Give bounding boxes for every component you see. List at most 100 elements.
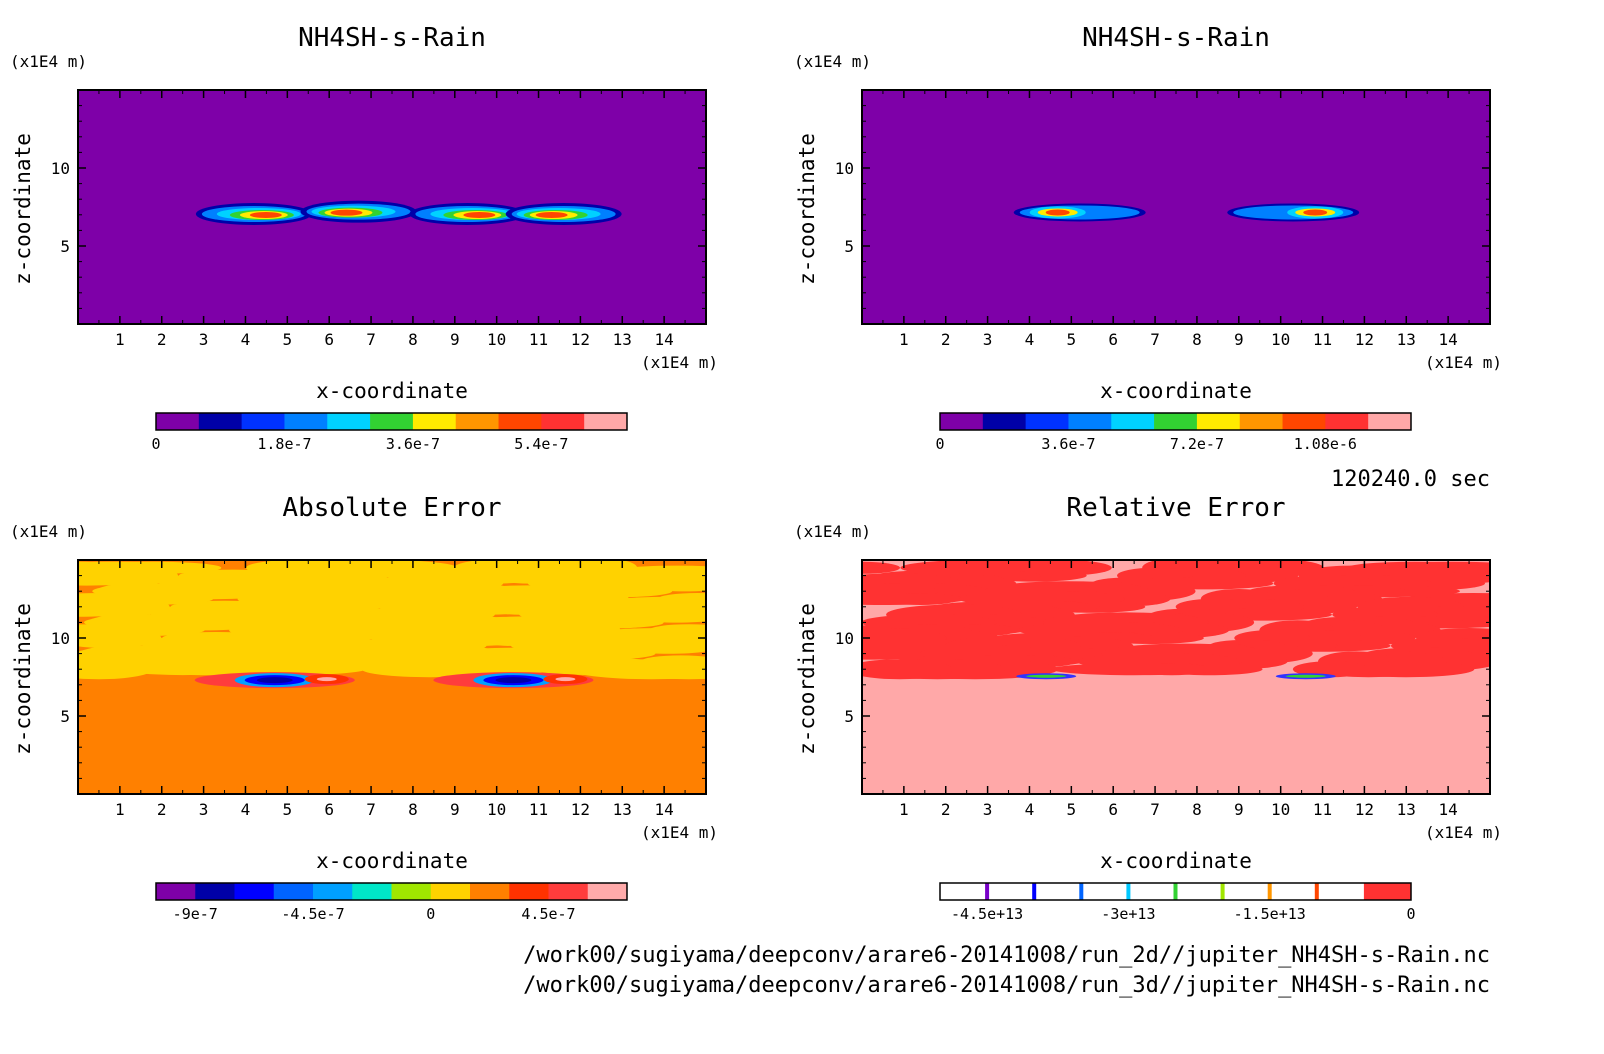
panel-title: NH4SH-s-Rain [1082,23,1270,53]
colorbar-swatch [1269,883,1318,900]
colorbar-tick-label: -4.5e+13 [951,905,1023,923]
x-unit-label: (x1E4 m) [641,353,718,372]
colorbar-swatch [352,883,392,900]
error-band [78,565,179,586]
rain-cell-core [249,212,282,219]
colorbar-tick-label: -9e-7 [173,905,218,923]
colorbar-swatch [940,883,988,900]
y-unit-label: (x1E4 m) [794,522,871,541]
rain-cell-core [1303,209,1328,216]
error-band [112,657,253,676]
colorbar-tick-label: 1.8e-7 [257,435,311,453]
colorbar-swatch [584,413,628,430]
colorbar-swatch [1368,413,1412,430]
x-tick-label: 4 [1025,800,1035,819]
colorbar: -9e-7 -4.5e-7 0 4.5e-7 [155,882,628,923]
colorbar-swatch [1196,413,1241,430]
x-tick-label: 14 [1439,800,1458,819]
colorbar-swatch [940,413,984,430]
y-unit-label: (x1E4 m) [794,52,871,71]
time-label: 120240.0 sec [1331,467,1490,492]
x-tick-label: 2 [157,800,167,819]
x-tick-label: 6 [1108,330,1118,349]
colorbar-swatch [156,883,196,900]
field-background [862,90,1490,324]
colorbar-swatch [1111,413,1155,430]
y-tick-label: 10 [51,159,70,178]
rain-cell-core [535,212,568,219]
y-tick-label: 10 [835,629,854,648]
chart-panel-1: NH4SH-s-Rain(x1E4 m)(x1E4 m)1 2 3 4 5 6 7 8 9 10 1… [10,23,718,453]
error-band [862,593,966,605]
y-axis: 5 10 [835,89,1490,325]
plot-area [78,90,706,324]
x-tick-label: 10 [487,800,506,819]
y-tick-label: 10 [51,629,70,648]
x-tick-label: 12 [571,800,590,819]
x-axis: 1 2 3 4 5 6 7 8 9 10 11 12 13 14 [861,560,1491,819]
colorbar-tick-label: -4.5e-7 [281,905,344,923]
x-tick-label: 12 [571,330,590,349]
rain-cell-core [330,209,363,216]
x-tick-label: 1 [115,800,125,819]
chart-panel-4: Relative Error(x1E4 m)(x1E4 m)1 2 3 4 5 6 7 8 9 1… [794,493,1502,923]
error-band [1051,663,1218,676]
colorbar-swatch [1068,413,1112,430]
y-axis-label: z-coordinate [11,603,35,755]
error-band [862,561,900,574]
colorbar-swatch [982,413,1027,430]
colorbar: -4.5e+13 -3e+13 -1.5e+13 0 [939,882,1416,923]
colorbar-swatch [284,413,328,430]
colorbar-swatch [548,883,589,900]
x-tick-label: 3 [983,800,993,819]
colorbar-swatch [1175,883,1224,900]
x-axis: 1 2 3 4 5 6 7 8 9 10 11 12 13 14 [77,90,707,349]
colorbar-divider [1079,883,1084,900]
colorbar: 0 3.6e-7 7.2e-7 1.08e-6 [935,412,1412,453]
colorbar-swatch [241,413,285,430]
colorbar-tick-label: 0 [1406,905,1415,923]
x-tick-label: 7 [366,330,376,349]
colorbar-swatch [1282,413,1326,430]
x-tick-label: 3 [199,330,209,349]
x-unit-label: (x1E4 m) [1425,353,1502,372]
colorbar-swatch [1034,883,1082,900]
colorbar: 0 1.8e-7 3.6e-7 5.4e-7 [151,412,628,453]
colorbar-swatch [391,883,432,900]
colorbar-divider [1173,883,1178,900]
x-tick-label: 6 [1108,800,1118,819]
colorbar-swatch [1222,883,1271,900]
colorbar-tick-label: 0 [935,435,944,453]
x-tick-label: 14 [1439,330,1458,349]
source-file-path: /work00/sugiyama/deepconv/arare6-2014100… [523,973,1490,998]
colorbar-tick-label: 4.5e-7 [521,905,575,923]
colorbar-tick-label: 0 [426,905,435,923]
colorbar-swatch [370,413,414,430]
x-tick-label: 8 [408,800,418,819]
x-tick-label: 12 [1355,800,1374,819]
x-tick-label: 11 [529,800,548,819]
colorbar-swatch [430,883,471,900]
x-axis: 1 2 3 4 5 6 7 8 9 10 11 12 13 14 [861,90,1491,349]
error-feature [1026,674,1067,678]
y-tick-label: 5 [60,707,70,726]
colorbar-swatch [273,883,314,900]
error-feature [495,677,532,684]
x-tick-label: 6 [324,800,334,819]
x-axis: 1 2 3 4 5 6 7 8 9 10 11 12 13 14 [77,560,707,819]
x-tick-label: 2 [941,330,951,349]
x-tick-label: 11 [529,330,548,349]
x-tick-label: 1 [899,330,909,349]
y-axis-label: z-coordinate [11,133,35,285]
colorbar-tick-label: 3.6e-7 [386,435,440,453]
x-axis-label: x-coordinate [316,379,468,403]
x-unit-label: (x1E4 m) [1425,823,1502,842]
x-tick-label: 13 [613,800,632,819]
colorbar-tick-label: 1.08e-6 [1294,435,1357,453]
colorbar-swatch [313,883,353,900]
x-tick-label: 9 [450,800,460,819]
x-tick-label: 6 [324,330,334,349]
colorbar-swatch [327,413,371,430]
error-feature [555,677,576,682]
